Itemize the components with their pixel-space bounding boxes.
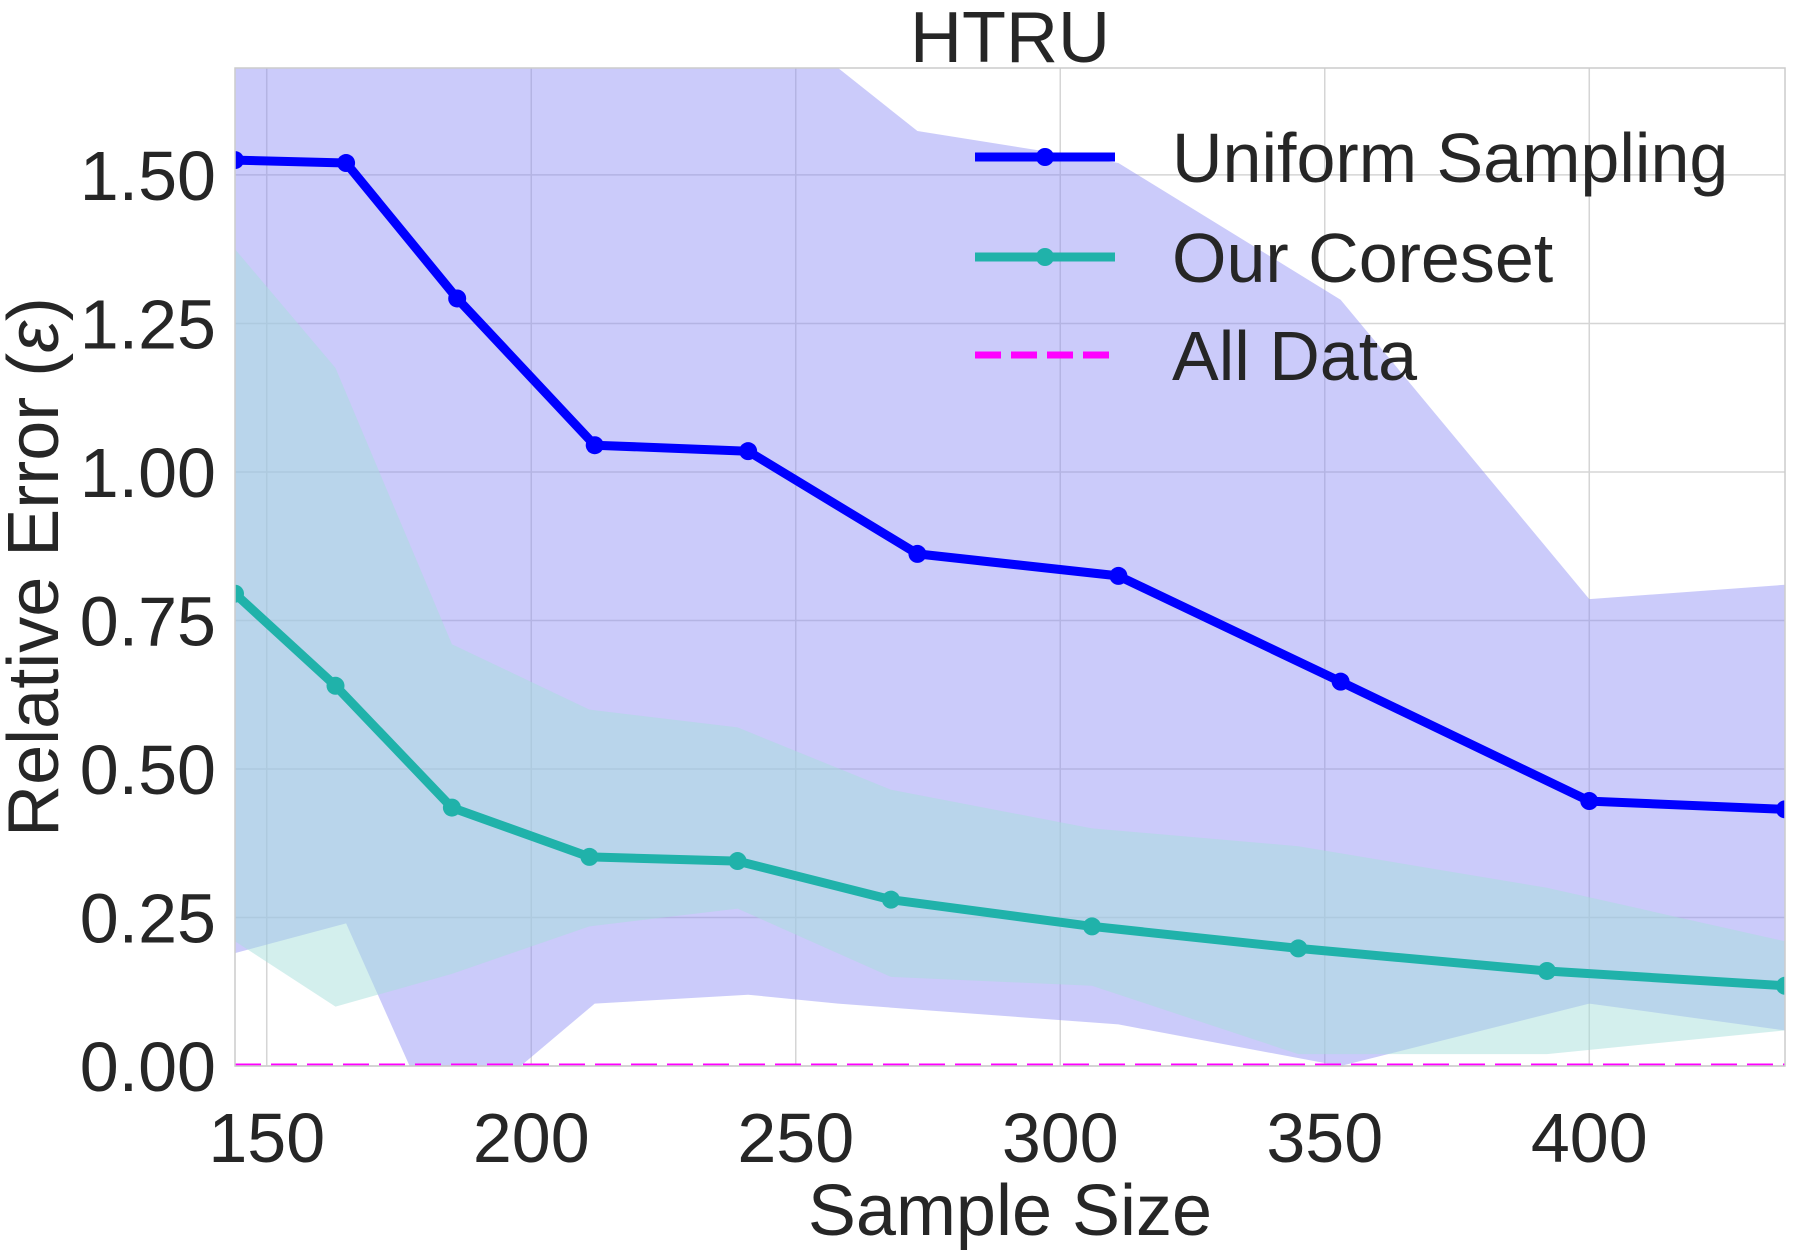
y-axis-title: Relative Error (ε) <box>0 297 74 837</box>
x-tick-label: 350 <box>1266 1099 1383 1177</box>
uniform-sampling-line <box>235 155 1785 814</box>
y-tick-label: 0.00 <box>80 1028 216 1106</box>
y-tick-labels: 0.00 0.25 0.50 0.75 1.00 1.25 1.50 <box>80 137 216 1106</box>
uniform-sampling-point <box>448 289 467 308</box>
y-axis-title-prefix: Relative Error ( <box>0 353 74 837</box>
our-coreset-point <box>580 847 599 866</box>
uniform-sampling-point <box>1109 566 1128 585</box>
y-tick-label: 1.50 <box>80 137 216 215</box>
uniform-sampling-point <box>235 151 244 170</box>
our-coreset-band <box>235 249 1785 1055</box>
legend: Uniform Sampling Our Coreset All Data <box>975 119 1728 395</box>
y-tick-label: 0.75 <box>80 582 216 660</box>
y-axis-title-symbol: ε <box>0 320 74 353</box>
uniform-sampling-point <box>908 544 927 563</box>
uniform-sampling-point <box>585 436 604 455</box>
y-tick-label: 1.25 <box>80 285 216 363</box>
y-axis-title-suffix: ) <box>0 297 74 321</box>
our-coreset-point <box>442 798 461 817</box>
uniform-sampling-point <box>337 154 356 173</box>
our-coreset-point <box>1082 917 1101 936</box>
uniform-sampling-point <box>739 442 758 461</box>
uniform-sampling-point <box>1331 672 1350 691</box>
uniform-sampling-point <box>1776 800 1785 819</box>
legend-marker-uniform <box>1036 148 1054 166</box>
x-tick-label: 400 <box>1531 1099 1648 1177</box>
chart-title: HTRU <box>910 0 1110 78</box>
legend-label-all-data: All Data <box>1172 317 1417 395</box>
our-coreset-point <box>1776 976 1785 995</box>
y-tick-label: 0.25 <box>80 879 216 957</box>
series-lines <box>235 151 1785 1066</box>
legend-label-coreset: Our Coreset <box>1172 219 1553 297</box>
legend-marker-coreset <box>1036 248 1054 266</box>
our-coreset-line <box>235 590 1785 991</box>
x-tick-label: 150 <box>208 1099 325 1177</box>
x-tick-label: 300 <box>1002 1099 1119 1177</box>
y-tick-label: 0.50 <box>80 731 216 809</box>
our-coreset-point <box>326 676 345 695</box>
our-coreset-point <box>1289 939 1308 958</box>
plot-frame <box>234 67 1786 1067</box>
our-coreset-point <box>881 890 900 909</box>
x-axis-title: Sample Size <box>808 1171 1212 1251</box>
y-tick-label: 1.00 <box>80 434 216 512</box>
legend-label-uniform: Uniform Sampling <box>1172 119 1728 197</box>
our-coreset-point <box>235 584 244 603</box>
our-coreset-point <box>1537 961 1556 980</box>
x-tick-label: 250 <box>737 1099 854 1177</box>
our-coreset-point <box>728 852 747 871</box>
x-tick-labels: 150 200 250 300 350 400 <box>208 1099 1647 1177</box>
x-tick-label: 200 <box>473 1099 590 1177</box>
uniform-sampling-point <box>1580 792 1599 811</box>
